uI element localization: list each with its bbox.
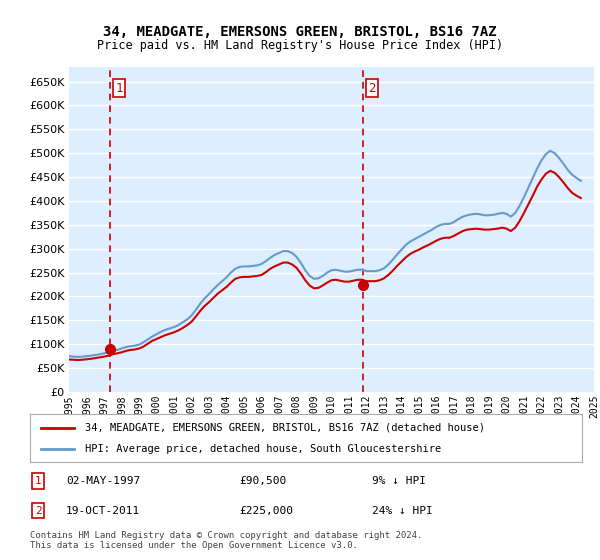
Text: 2: 2	[368, 82, 376, 95]
Text: 9% ↓ HPI: 9% ↓ HPI	[372, 476, 426, 486]
Text: Price paid vs. HM Land Registry's House Price Index (HPI): Price paid vs. HM Land Registry's House …	[97, 39, 503, 52]
Text: 02-MAY-1997: 02-MAY-1997	[66, 476, 140, 486]
Text: 2: 2	[35, 506, 41, 516]
Text: 1: 1	[35, 476, 41, 486]
Text: Contains HM Land Registry data © Crown copyright and database right 2024.
This d: Contains HM Land Registry data © Crown c…	[30, 531, 422, 550]
Text: 1: 1	[115, 82, 122, 95]
Text: 34, MEADGATE, EMERSONS GREEN, BRISTOL, BS16 7AZ: 34, MEADGATE, EMERSONS GREEN, BRISTOL, B…	[103, 25, 497, 39]
Text: HPI: Average price, detached house, South Gloucestershire: HPI: Average price, detached house, Sout…	[85, 444, 442, 454]
Text: 24% ↓ HPI: 24% ↓ HPI	[372, 506, 433, 516]
Text: £90,500: £90,500	[240, 476, 287, 486]
Text: 34, MEADGATE, EMERSONS GREEN, BRISTOL, BS16 7AZ (detached house): 34, MEADGATE, EMERSONS GREEN, BRISTOL, B…	[85, 423, 485, 433]
Text: 19-OCT-2011: 19-OCT-2011	[66, 506, 140, 516]
Text: £225,000: £225,000	[240, 506, 294, 516]
